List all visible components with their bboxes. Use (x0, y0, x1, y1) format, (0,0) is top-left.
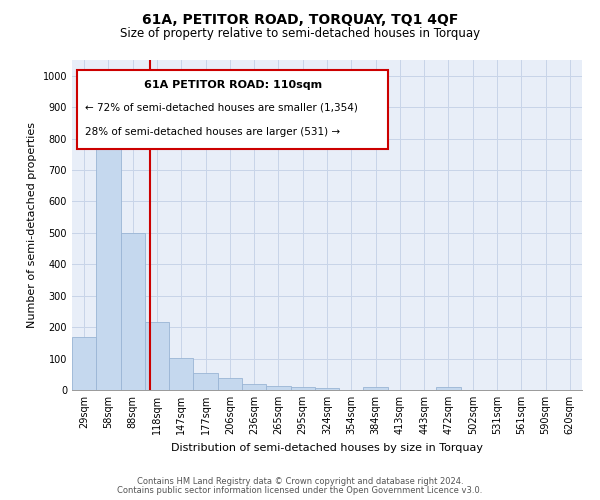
Bar (266, 386, 290, 390)
Y-axis label: Number of semi-detached properties: Number of semi-detached properties (27, 122, 37, 328)
Text: Size of property relative to semi-detached houses in Torquay: Size of property relative to semi-detach… (120, 28, 480, 40)
FancyBboxPatch shape (77, 70, 388, 149)
Bar (145, 322, 169, 390)
X-axis label: Distribution of semi-detached houses by size in Torquay: Distribution of semi-detached houses by … (171, 442, 483, 452)
Bar (72, 336, 96, 390)
Bar (169, 358, 193, 390)
Bar (242, 384, 266, 390)
Bar (121, 233, 145, 390)
Text: 28% of semi-detached houses are larger (531) →: 28% of semi-detached houses are larger (… (85, 126, 340, 136)
Text: Contains public sector information licensed under the Open Government Licence v3: Contains public sector information licen… (118, 486, 482, 495)
Bar (315, 388, 339, 390)
Bar (364, 388, 388, 390)
Bar (96, 138, 121, 390)
Text: ← 72% of semi-detached houses are smaller (1,354): ← 72% of semi-detached houses are smalle… (85, 103, 358, 113)
Text: 61A PETITOR ROAD: 110sqm: 61A PETITOR ROAD: 110sqm (143, 80, 322, 90)
Bar (436, 387, 461, 390)
Bar (218, 378, 242, 390)
Text: 61A, PETITOR ROAD, TORQUAY, TQ1 4QF: 61A, PETITOR ROAD, TORQUAY, TQ1 4QF (142, 12, 458, 26)
Text: Contains HM Land Registry data © Crown copyright and database right 2024.: Contains HM Land Registry data © Crown c… (137, 477, 463, 486)
Bar (193, 372, 218, 390)
Bar (290, 388, 315, 390)
